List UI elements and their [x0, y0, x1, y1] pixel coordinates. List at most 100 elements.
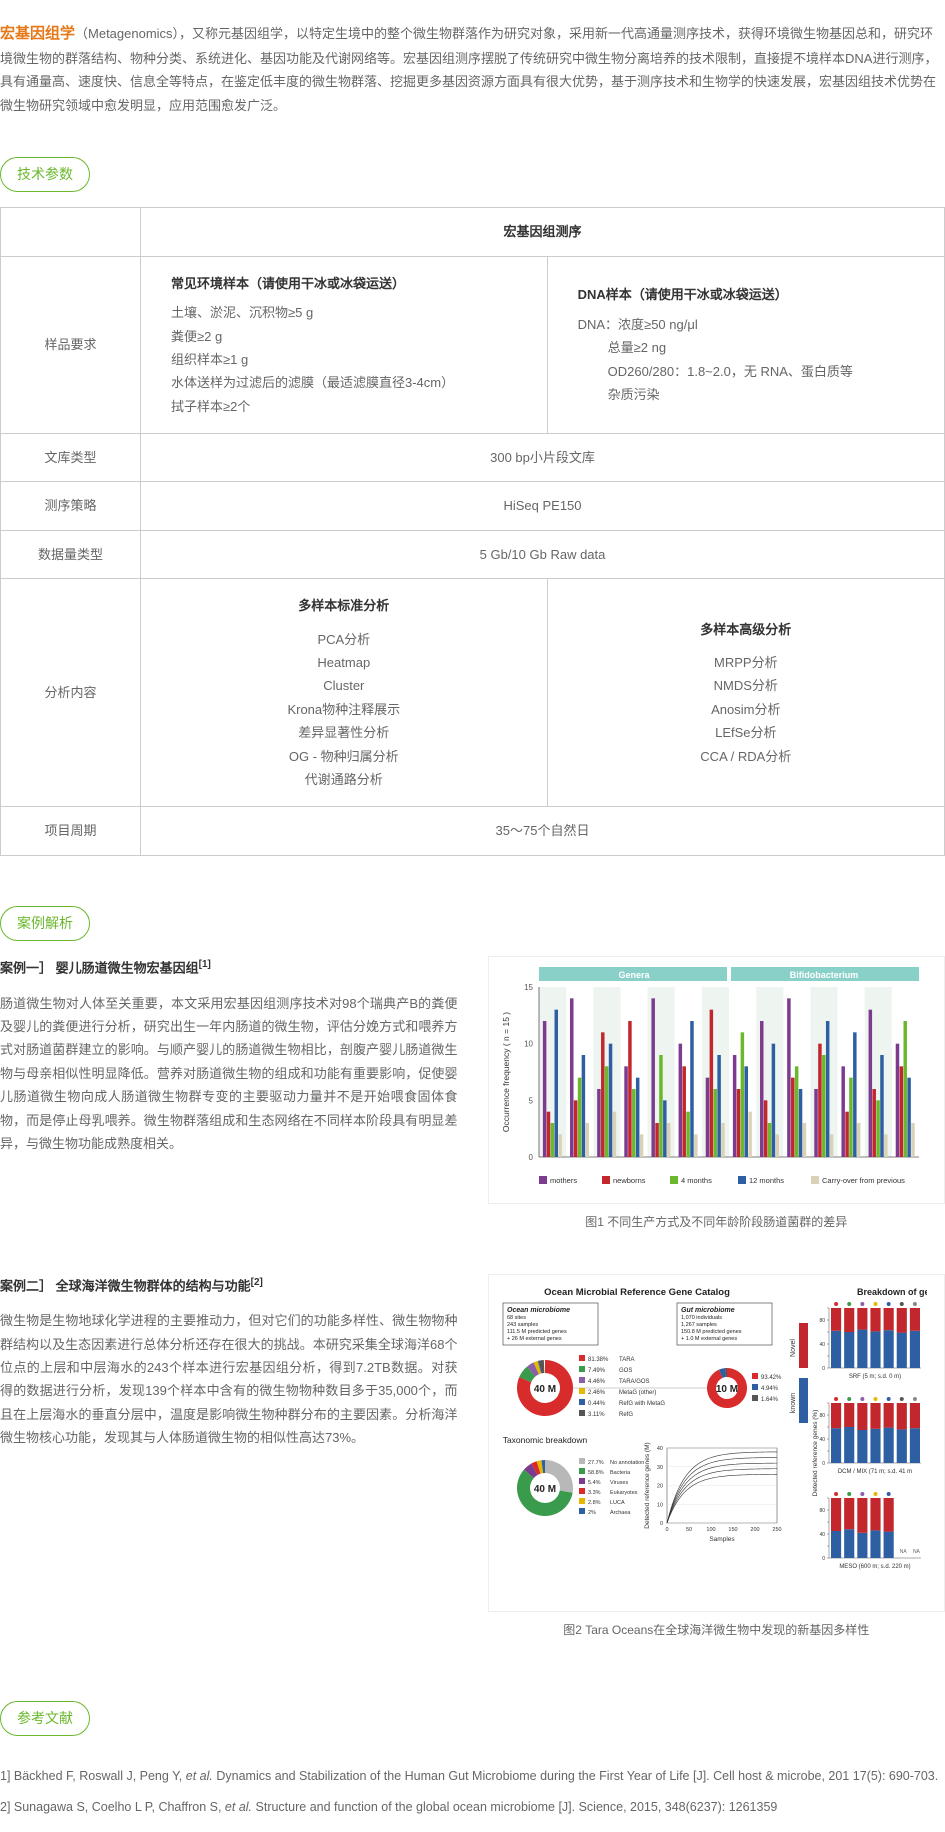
- intro-keyword: 宏基因组学: [0, 25, 75, 42]
- svg-text:15: 15: [524, 983, 533, 992]
- section-pill-params: 技术参数: [0, 157, 90, 192]
- svg-text:40: 40: [819, 1342, 825, 1348]
- section-pill-refs: 参考文献: [0, 1701, 90, 1736]
- svg-text:Ocean Microbial Reference Gene: Ocean Microbial Reference Gene Catalog: [544, 1287, 730, 1298]
- svg-text:3.11%: 3.11%: [588, 1412, 605, 1418]
- reference-item: 1] Bäckhed F, Roswall J, Peng Y, et al. …: [0, 1761, 945, 1792]
- svg-text:Genera: Genera: [618, 970, 650, 980]
- svg-text:Eukaryotes: Eukaryotes: [610, 1490, 638, 1496]
- svg-text:Bacteria: Bacteria: [610, 1470, 631, 1476]
- svg-text:0: 0: [822, 1556, 825, 1562]
- svg-text:1,267 samples: 1,267 samples: [681, 1322, 717, 1328]
- svg-text:10: 10: [524, 1040, 533, 1049]
- svg-text:100: 100: [706, 1527, 715, 1533]
- svg-text:MESO (600 m; s.d. 220 m): MESO (600 m; s.d. 220 m): [839, 1564, 910, 1570]
- svg-text:68 sites: 68 sites: [507, 1315, 526, 1321]
- svg-text:50: 50: [685, 1527, 691, 1533]
- svg-text:Bifidobacterium: Bifidobacterium: [789, 970, 858, 980]
- params-table: 宏基因组测序 样品要求 常见环境样本（请使用干冰或冰袋运送） 土壤、淤泥、沉积物…: [0, 207, 945, 855]
- case2-chart: Ocean Microbial Reference Gene Catalog Oc…: [497, 1283, 927, 1603]
- svg-text:27.7%: 27.7%: [588, 1460, 604, 1466]
- svg-text:GOS: GOS: [619, 1368, 632, 1374]
- dna-sample-cell: DNA样本（请使用干冰或冰袋运送） DNA：浓度≥50 ng/μl 总量≥2 n…: [547, 256, 944, 433]
- svg-text:4.94%: 4.94%: [761, 1386, 779, 1392]
- svg-text:58.8%: 58.8%: [588, 1470, 604, 1476]
- case2-body: 微生物是生物地球化学进程的主要推动力，但对它们的功能多样性、微生物物种群结构以及…: [0, 1309, 458, 1449]
- svg-text:NA: NA: [899, 1549, 907, 1555]
- std-analysis-cell: 多样本标准分析 PCA分析 Heatmap Cluster Krona物种注释展…: [141, 579, 548, 807]
- references-list: 1] Bäckhed F, Roswall J, Peng Y, et al. …: [0, 1761, 945, 1822]
- section-pill-cases: 案例解析: [0, 906, 90, 941]
- svg-text:+ 1.0 M external genes: + 1.0 M external genes: [681, 1336, 737, 1342]
- case-2: 案例二］ 全球海洋微生物群体的结构与功能[2] 微生物是生物地球化学进程的主要推…: [0, 1274, 945, 1642]
- case2-caption: 图2 Tara Oceans在全球海洋微生物中发现的新基因多样性: [488, 1620, 945, 1642]
- svg-text:250: 250: [772, 1527, 781, 1533]
- env-sample-cell: 常见环境样本（请使用干冰或冰袋运送） 土壤、淤泥、沉积物≥5 g 粪便≥2 g …: [141, 256, 548, 433]
- svg-text:150.8 M predicted genes: 150.8 M predicted genes: [681, 1329, 742, 1335]
- svg-text:Viruses: Viruses: [610, 1480, 628, 1486]
- svg-text:Detected reference genes (M): Detected reference genes (M): [644, 1442, 651, 1528]
- svg-text:Novel: Novel: [790, 1338, 797, 1356]
- svg-text:LUCA: LUCA: [610, 1500, 625, 1506]
- reference-item: 2] Sunagawa S, Coelho L P, Chaffron S, e…: [0, 1792, 945, 1823]
- svg-text:80: 80: [819, 1413, 825, 1419]
- svg-text:12 months: 12 months: [749, 1176, 784, 1185]
- case1-title: 案例一］ 婴儿肠道微生物宏基因组[1]: [0, 956, 458, 980]
- row-label: 样品要求: [1, 256, 141, 433]
- svg-text:243 samples: 243 samples: [507, 1322, 538, 1328]
- svg-text:150: 150: [728, 1527, 737, 1533]
- adv-analysis-cell: 多样本高级分析 MRPP分析 NMDS分析 Anosim分析 LEfSe分析 C…: [547, 579, 944, 807]
- svg-text:2.8%: 2.8%: [588, 1500, 601, 1506]
- svg-text:2%: 2%: [588, 1510, 596, 1516]
- svg-text:0: 0: [665, 1527, 668, 1533]
- svg-text:Samples: Samples: [709, 1536, 735, 1543]
- svg-text:Carry-over from previous: Carry-over from previous: [822, 1176, 905, 1185]
- svg-text:Occurrence frequency ( n = 15: Occurrence frequency ( n = 15 ): [501, 1012, 511, 1132]
- svg-text:40 M: 40 M: [533, 1384, 555, 1395]
- svg-text:200: 200: [750, 1527, 759, 1533]
- svg-text:5: 5: [528, 1096, 533, 1105]
- svg-text:3.3%: 3.3%: [588, 1490, 601, 1496]
- svg-text:80: 80: [819, 1318, 825, 1324]
- intro-paragraph: 宏基因组学（Metagenomics），又称元基因组学，以特定生境中的整个微生物…: [0, 10, 945, 137]
- svg-text:TARA: TARA: [619, 1357, 635, 1363]
- svg-text:40: 40: [656, 1446, 662, 1452]
- svg-text:0: 0: [822, 1461, 825, 1467]
- svg-text:10 M: 10 M: [715, 1384, 737, 1395]
- svg-text:Taxonomic breakdown: Taxonomic breakdown: [502, 1435, 587, 1445]
- svg-text:DCM / MIX (71 m; s.d. 41 m: DCM / MIX (71 m; s.d. 41 m: [837, 1469, 911, 1475]
- case-1: 案例一］ 婴儿肠道微生物宏基因组[1] 肠道微生物对人体至关重要，本文采用宏基因…: [0, 956, 945, 1234]
- svg-text:40: 40: [819, 1532, 825, 1538]
- svg-text:80: 80: [819, 1508, 825, 1514]
- intro-body: （Metagenomics），又称元基因组学，以特定生境中的整个微生物群落作为研…: [0, 26, 937, 113]
- svg-text:MetaG (other): MetaG (other): [619, 1390, 656, 1396]
- svg-text:111.5 M predicted genes: 111.5 M predicted genes: [507, 1329, 567, 1335]
- case1-chart: Genera Bifidobacterium 0 5 10 15 Occurrence fr…: [497, 965, 927, 1195]
- svg-text:40: 40: [819, 1437, 825, 1443]
- svg-text:10: 10: [656, 1502, 662, 1508]
- svg-text:0.44%: 0.44%: [588, 1401, 606, 1407]
- svg-text:SRF (5 m; s.d. 0 m): SRF (5 m; s.d. 0 m): [848, 1374, 900, 1380]
- svg-text:NA: NA: [912, 1549, 920, 1555]
- svg-text:RefG with MetaG: RefG with MetaG: [619, 1401, 665, 1407]
- case1-caption: 图1 不同生产方式及不同年龄阶段肠道菌群的差异: [488, 1212, 945, 1234]
- svg-text:5.4%: 5.4%: [588, 1480, 601, 1486]
- svg-text:7.49%: 7.49%: [588, 1368, 606, 1374]
- svg-text:Detected reference genes (%): Detected reference genes (%): [812, 1409, 819, 1496]
- svg-text:0: 0: [659, 1521, 662, 1527]
- table-header: 宏基因组测序: [141, 208, 945, 256]
- svg-text:2.46%: 2.46%: [588, 1390, 606, 1396]
- svg-text:Ocean microbiome: Ocean microbiome: [507, 1307, 570, 1314]
- svg-text:0: 0: [528, 1153, 533, 1162]
- svg-text:1.64%: 1.64%: [761, 1397, 779, 1403]
- svg-text:Gut microbiome: Gut microbiome: [681, 1307, 735, 1314]
- svg-text:81.38%: 81.38%: [588, 1357, 609, 1363]
- svg-text:TARA/GOS: TARA/GOS: [619, 1379, 650, 1385]
- svg-text:known: known: [790, 1392, 797, 1412]
- svg-text:40 M: 40 M: [533, 1484, 555, 1495]
- svg-text:RefG: RefG: [619, 1412, 633, 1418]
- svg-text:4.46%: 4.46%: [588, 1379, 606, 1385]
- svg-text:93.42%: 93.42%: [761, 1375, 782, 1381]
- svg-text:No annotation: No annotation: [610, 1460, 644, 1466]
- svg-text:Breakdown of gene novelt: Breakdown of gene novelt: [857, 1287, 927, 1297]
